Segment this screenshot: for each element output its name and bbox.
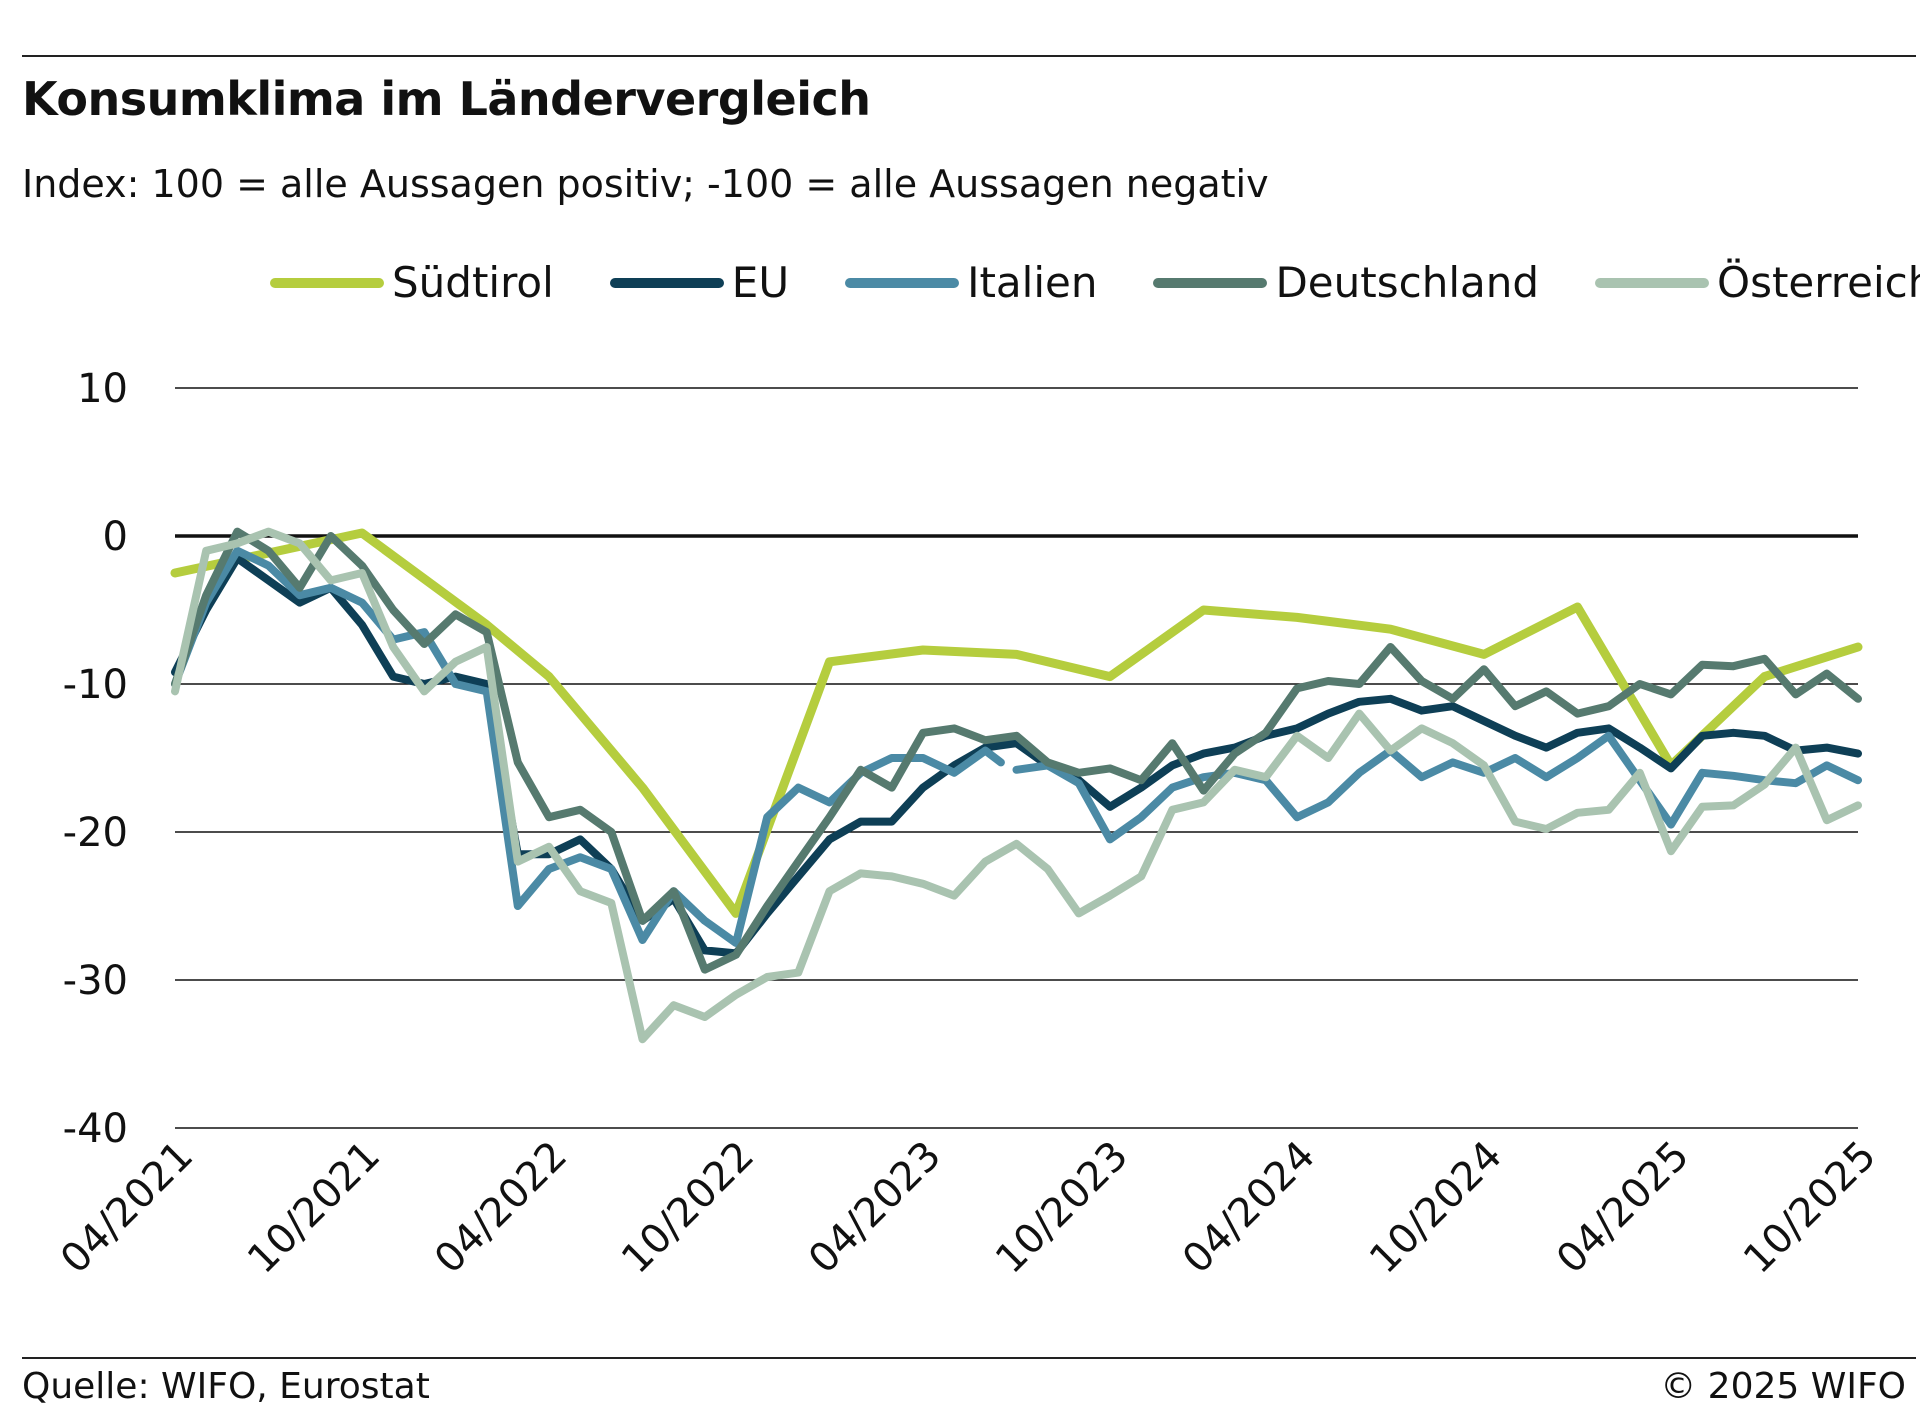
series-line-eu [171,554,1862,958]
bottom-rule [22,1357,1916,1359]
x-tick-label: 10/2021 [239,1133,389,1283]
legend-item-deutschland: Deutschland [1153,258,1539,307]
top-rule [22,55,1916,57]
x-tick-label: 04/2022 [426,1133,576,1283]
chart-subtitle: Index: 100 = alle Aussagen positiv; -100… [22,162,1269,206]
series-line-deutschland [171,527,1862,974]
legend-swatch-oesterreich [1595,277,1710,288]
legend-item-eu: EU [609,258,790,307]
legend-label-eu: EU [731,258,790,307]
copyright-note: © 2025 WIFO [1660,1366,1906,1407]
x-tick-label: 10/2022 [613,1133,763,1283]
series-line-italien [171,546,1862,947]
y-tick-label: -40 [63,1106,128,1152]
legend-swatch-deutschland [1153,277,1268,288]
x-tick-label: 10/2023 [987,1133,1137,1283]
x-tick-label: 04/2021 [52,1133,202,1283]
legend-swatch-eu [609,277,724,288]
legend-item-italien: Italien [845,258,1097,307]
legend-swatch-italien [845,277,960,288]
x-tick-label: 04/2023 [800,1133,950,1283]
x-tick-label: 04/2025 [1548,1133,1698,1283]
y-tick-label: 0 [103,514,128,560]
legend: Südtirol EU Italien Deutschland Österrei… [270,258,1920,307]
legend-item-suedtirol: Südtirol [270,258,554,307]
x-tick-label: 10/2025 [1735,1133,1885,1283]
y-tick-label: -30 [63,958,128,1004]
legend-label-deutschland: Deutschland [1275,258,1540,307]
source-note: Quelle: WIFO, Eurostat [22,1366,430,1407]
legend-item-oesterreich: Österreich [1595,258,1920,307]
series-line-österreich [171,527,1862,1044]
legend-label-suedtirol: Südtirol [392,258,554,307]
y-tick-label: 10 [77,366,128,412]
series-line-südtirol [170,528,1863,918]
legend-label-italien: Italien [967,258,1098,307]
legend-label-oesterreich: Österreich [1717,258,1920,307]
x-tick-label: 10/2024 [1361,1133,1511,1283]
legend-swatch-suedtirol [270,277,384,288]
chart-title: Konsumklima im Ländervergleich [22,72,871,126]
y-tick-label: -20 [63,810,128,856]
x-tick-label: 04/2024 [1174,1133,1324,1283]
y-tick-label: -10 [63,662,128,708]
